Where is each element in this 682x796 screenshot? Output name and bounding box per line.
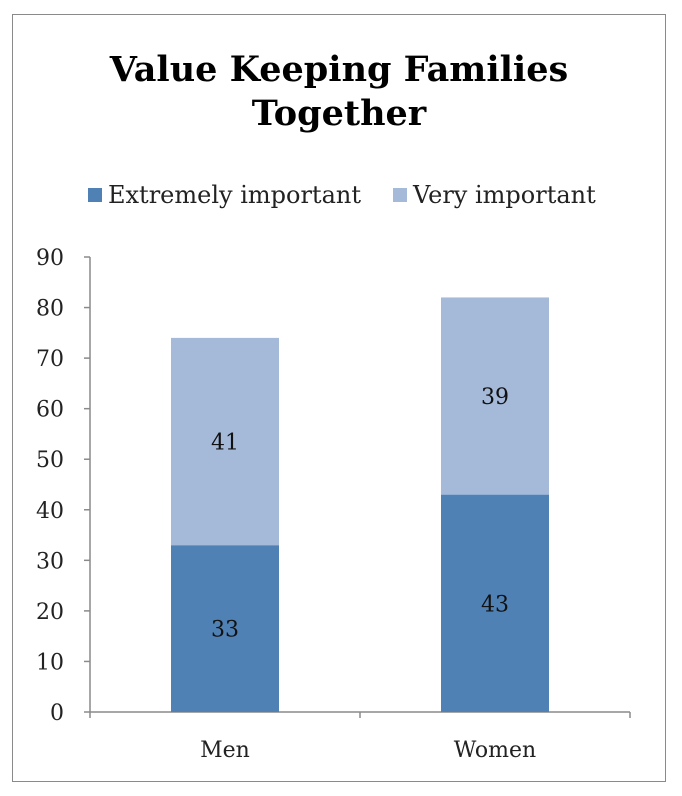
chart-frame: [12, 14, 666, 782]
legend-swatch-very-important: [392, 188, 407, 202]
y-tick-label: 10: [36, 650, 64, 675]
data-label: 43: [481, 592, 509, 617]
chart-title-line-2: Together: [251, 93, 427, 134]
chart-title-line-1: Value Keeping Families: [109, 49, 569, 90]
data-label: 33: [211, 618, 239, 643]
legend-item-very-important: Very important: [392, 181, 596, 209]
y-tick-label: 60: [36, 398, 64, 423]
bar-segment: [171, 545, 279, 712]
y-tick-label: 0: [50, 701, 64, 726]
y-tick-label: 50: [36, 448, 64, 473]
bar-segment: [171, 337, 279, 546]
y-tick-label: 30: [36, 549, 64, 574]
data-label: 39: [481, 385, 509, 410]
bar-segment: [441, 297, 549, 495]
legend-label-very-important: Very important: [412, 181, 596, 209]
y-tick-label: 70: [36, 347, 64, 372]
legend-swatch-extremely-important: [88, 188, 102, 202]
x-category-label: Women: [454, 738, 536, 763]
y-tick-label: 20: [36, 600, 64, 625]
chart-title: Value Keeping Families Together: [12, 48, 666, 136]
chart-legend: Extremely important Very important: [88, 178, 628, 212]
bar-segment: [441, 494, 549, 712]
x-category-label: Men: [200, 738, 250, 763]
y-tick-label: 40: [36, 499, 64, 524]
legend-item-extremely-important: Extremely important: [88, 181, 361, 209]
data-label: 41: [211, 431, 239, 456]
y-tick-label: 90: [36, 246, 64, 271]
legend-label-extremely-important: Extremely important: [108, 181, 361, 209]
y-tick-label: 80: [36, 297, 64, 322]
